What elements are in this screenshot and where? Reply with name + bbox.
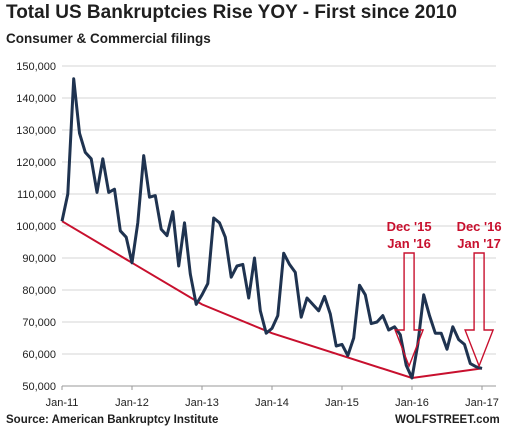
annotation-label: Dec '15 xyxy=(387,219,432,234)
x-tick-label: Jan-13 xyxy=(185,397,219,409)
chart-title: Total US Bankruptcies Rise YOY - First s… xyxy=(6,2,457,23)
x-tick-label: Jan-14 xyxy=(255,397,289,409)
annotation-label: Jan '17 xyxy=(457,236,501,251)
source-note: Source: American Bankruptcy Institute xyxy=(6,414,219,426)
annotation-arrow xyxy=(394,252,425,368)
y-tick-label: 80,000 xyxy=(22,285,56,297)
annotation-arrow xyxy=(464,252,495,368)
x-axis-ticks: Jan-11 Jan-12 Jan-13 Jan-14 Jan-15 Jan-16 Jan-… xyxy=(46,386,499,409)
chart-subtitle: Consumer & Commercial filings xyxy=(6,31,211,46)
x-tick-label: Jan-17 xyxy=(465,397,499,409)
gridlines xyxy=(62,65,496,355)
x-tick-label: Jan-15 xyxy=(325,397,359,409)
y-tick-label: 60,000 xyxy=(22,349,56,361)
y-tick-label: 150,000 xyxy=(16,61,56,73)
x-tick-label: Jan-12 xyxy=(115,397,149,409)
y-tick-label: 110,000 xyxy=(17,189,56,201)
series-line xyxy=(60,77,483,380)
series-layer xyxy=(60,77,483,380)
y-tick-label: 100,000 xyxy=(16,221,56,233)
y-tick-label: 140,000 xyxy=(16,93,56,105)
y-tick-label: 130,000 xyxy=(16,125,56,137)
x-tick-label: Jan-16 xyxy=(395,397,429,409)
trendline xyxy=(61,220,483,380)
y-axis-ticks: 50,000 60,000 70,000 80,000 90,000 100,000 110… xyxy=(16,61,56,393)
watermark: WOLFSTREET.com xyxy=(395,414,500,426)
x-tick-label: Jan-11 xyxy=(46,397,79,409)
y-tick-label: 70,000 xyxy=(22,317,56,329)
y-tick-label: 90,000 xyxy=(22,253,56,265)
y-tick-label: 120,000 xyxy=(16,157,56,169)
annotation-label: Dec '16 xyxy=(457,219,502,234)
trendline-path xyxy=(61,220,483,380)
annotations: Dec '15 Jan '16 Dec '16 Jan '17 xyxy=(387,219,502,368)
y-tick-label: 50,000 xyxy=(22,381,56,393)
annotation-label: Jan '16 xyxy=(387,236,431,251)
